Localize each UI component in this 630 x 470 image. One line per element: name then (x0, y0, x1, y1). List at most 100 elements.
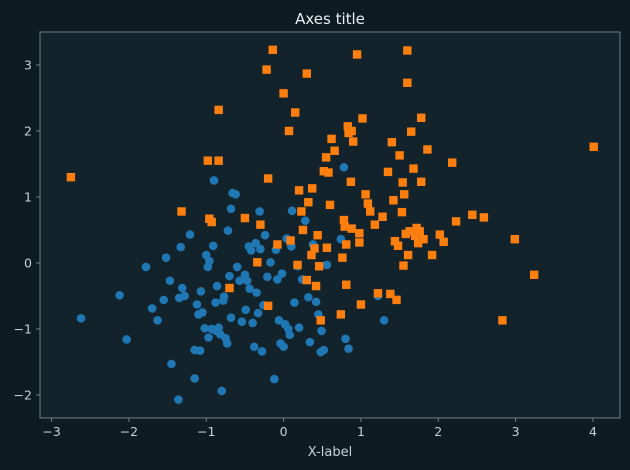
series-2-point (409, 164, 418, 173)
series-1-point (237, 317, 247, 326)
series-2-point (338, 253, 347, 262)
series-2-point (313, 231, 322, 240)
series-1-point (204, 333, 213, 342)
series-2-point (399, 261, 408, 270)
series-2-point (413, 238, 423, 248)
series-1-point (285, 330, 295, 340)
series-2-point (304, 198, 313, 207)
series-2-point (284, 126, 294, 136)
series-1-point (339, 162, 349, 172)
series-1-point (305, 337, 315, 347)
series-2-point (324, 168, 333, 177)
series-1-point (223, 226, 233, 235)
series-1-point (222, 339, 232, 348)
series-2-point (342, 240, 351, 249)
series-2-point (225, 283, 234, 293)
series-2-point (322, 243, 332, 252)
series-2-point (439, 237, 448, 247)
series-2-point (207, 217, 216, 227)
series-1-point (257, 347, 267, 356)
series-2-point (373, 289, 383, 298)
series-2-point (293, 260, 302, 270)
series-2-point (387, 137, 397, 147)
chart-title: Axes title (295, 10, 365, 28)
series-1-point (235, 276, 244, 286)
series-1-point (341, 334, 350, 344)
series-1-point (226, 313, 236, 323)
series-1-point (256, 244, 265, 254)
series-2-point (286, 236, 295, 245)
series-2-point (273, 240, 282, 249)
series-1-point (190, 374, 199, 383)
series-2-point (330, 146, 339, 155)
x-tick-label: 1 (357, 424, 365, 439)
series-2-point (256, 220, 265, 229)
series-2-point (400, 190, 409, 199)
series-2-point (415, 227, 424, 236)
series-1-point (176, 242, 186, 252)
series-1-point (161, 253, 171, 262)
series-1-point (177, 283, 187, 293)
y-tick-label: 3 (24, 57, 32, 72)
series-2-point (529, 270, 539, 280)
series-2-point (268, 45, 277, 55)
x-axis-label: X-label (308, 445, 352, 460)
series-2-point (403, 78, 412, 88)
series-2-point (468, 210, 477, 219)
series-1-point (290, 298, 299, 307)
axes-background (40, 32, 620, 418)
series-2-point (263, 174, 273, 183)
series-2-point (263, 301, 273, 311)
series-1-point (241, 305, 251, 315)
series-1-point (141, 262, 151, 272)
series-2-point (291, 108, 300, 117)
series-1-point (266, 257, 275, 267)
series-2-point (321, 153, 331, 162)
series-2-point (310, 244, 319, 253)
series-1-point (255, 207, 264, 216)
series-2-point (302, 69, 311, 78)
series-1-point (231, 190, 240, 199)
series-2-point (308, 184, 317, 193)
series-2-point (423, 145, 432, 154)
x-axis-ticks: −3 −2 −1 0 1 2 3 4 (42, 418, 597, 439)
series-2-point (262, 65, 271, 74)
series-1-point (252, 288, 261, 297)
series-1-point (294, 323, 304, 332)
y-tick-label: 1 (24, 189, 32, 204)
series-2-point (417, 177, 426, 186)
series-2-point (389, 196, 398, 205)
series-2-point (378, 212, 387, 221)
series-2-point (407, 127, 416, 136)
series-1-point (304, 292, 313, 302)
series-1-point (192, 300, 202, 309)
series-2-point (214, 105, 223, 115)
series-2-point (383, 167, 393, 177)
x-tick-label: −3 (42, 424, 60, 439)
series-2-point (355, 238, 364, 247)
series-1-point (311, 297, 321, 307)
series-2-point (447, 158, 457, 167)
series-2-point (510, 234, 520, 244)
series-2-point (392, 295, 401, 305)
series-1-point (185, 230, 195, 239)
series-2-point (361, 190, 370, 199)
series-2-point (498, 316, 507, 325)
series-1-point (122, 335, 131, 344)
series-1-point (200, 323, 210, 333)
series-1-point (260, 230, 270, 240)
series-1-point (344, 344, 353, 354)
series-1-point (159, 295, 169, 305)
y-axis-ticks: −2 −1 0 1 2 3 (14, 57, 40, 402)
series-1-point (249, 342, 259, 352)
series-1-point (165, 276, 175, 286)
series-2-point (214, 156, 223, 165)
data-points (66, 45, 598, 404)
series-1-point (253, 308, 263, 318)
x-tick-label: −2 (120, 424, 138, 439)
series-1-point (174, 395, 183, 404)
series-1-point (232, 262, 242, 272)
series-1-point (167, 359, 176, 369)
series-2-point (203, 156, 213, 165)
